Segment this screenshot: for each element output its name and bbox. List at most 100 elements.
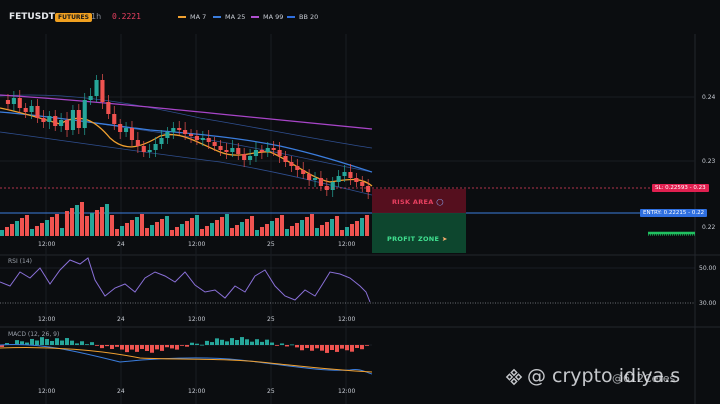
volume-bar (50, 217, 54, 236)
volume-bar (200, 229, 204, 236)
volume-bar (140, 214, 144, 236)
macd-bar (215, 338, 219, 345)
volume-bar (260, 227, 264, 236)
macd-bar (270, 342, 274, 345)
volume-bar (165, 216, 169, 236)
volume-bar (250, 216, 254, 236)
macd-bar (225, 341, 229, 345)
time-axis-label: 12:00 (338, 388, 356, 395)
time-axis-label: 24 (117, 241, 125, 248)
volume-bar (310, 214, 314, 236)
macd-bar (340, 345, 344, 349)
risk-area-box[interactable] (372, 189, 466, 213)
candle-body (35, 106, 40, 118)
candle-body (76, 110, 81, 128)
volume-bar (300, 220, 304, 236)
volume-bar (15, 221, 19, 236)
macd-bar (325, 345, 329, 353)
volume-bar (80, 202, 84, 236)
macd-bar (70, 340, 74, 345)
macd-bar (200, 344, 204, 346)
volume-bar (290, 226, 294, 236)
candle-body (194, 136, 199, 140)
volume-bar (220, 217, 224, 236)
candle-body (53, 116, 58, 126)
chart-header: FETUSDT FUTURES 1h 0.2221 MA 7 MA 25 MA … (0, 0, 720, 34)
macd-bar (240, 337, 244, 345)
volume-bar (90, 213, 94, 236)
macd-label[interactable]: MACD (12, 26, 9) (8, 331, 60, 338)
legend-ma7[interactable]: MA 7 (178, 13, 206, 21)
macd-bar (15, 340, 19, 345)
candle-body (307, 174, 312, 180)
macd-bar (185, 345, 189, 347)
volume-bar (295, 223, 299, 236)
binance-logo-icon (505, 368, 523, 385)
legend-bb20[interactable]: BB 20 (287, 13, 318, 21)
timeframe-label[interactable]: 1h (91, 12, 102, 21)
candle-body (41, 118, 46, 122)
volume-bar (130, 220, 134, 236)
time-axis-label: 12:00 (38, 241, 56, 248)
rsi-axis-label: 50.00 (699, 265, 717, 272)
macd-bar (120, 345, 124, 350)
candle-body (135, 140, 140, 146)
macd-bar (300, 345, 304, 351)
profit-zone-box[interactable] (372, 213, 466, 253)
bb-upper-line (0, 94, 373, 149)
candle-body (177, 128, 182, 130)
volume-bar (10, 224, 14, 236)
candle-body (289, 162, 294, 166)
macd-bar (150, 345, 154, 353)
candle-body (242, 154, 247, 160)
volume-bar (105, 204, 109, 236)
macd-bar (130, 345, 134, 350)
risk-area-label: RISK AREA ◯ (392, 198, 444, 206)
volume-bar (205, 226, 209, 236)
volume-bar (5, 227, 9, 236)
volume-bar (60, 228, 64, 236)
candle-body (366, 186, 371, 192)
candle-body (336, 176, 341, 182)
candle-body (106, 102, 111, 114)
volume-bar (145, 228, 149, 236)
symbol-name[interactable]: FETUSDT (9, 12, 55, 22)
macd-bar (110, 345, 114, 350)
candle-body (171, 128, 176, 132)
macd-bar (65, 338, 69, 345)
volume-bar (255, 230, 259, 236)
macd-bar (330, 345, 334, 350)
legend-ma25[interactable]: MA 25 (213, 13, 245, 21)
candle-body (206, 138, 211, 142)
volume-bar (195, 215, 199, 236)
candle-body (218, 146, 223, 150)
time-axis-label: 25 (267, 316, 275, 323)
candle-body (295, 166, 300, 170)
legend-ma7-label: MA 7 (190, 13, 207, 21)
rsi-label[interactable]: RSI (14) (8, 258, 32, 265)
candle-body (312, 178, 318, 180)
macd-bar (355, 345, 359, 349)
futures-badge: FUTURES (55, 13, 92, 22)
volume-bar (40, 223, 44, 236)
watermark: @ crypto idiya.s (505, 365, 680, 387)
ma99-swatch-icon (251, 16, 259, 18)
candle-body (277, 150, 282, 156)
macd-bar (275, 345, 279, 346)
candle-body (29, 106, 34, 112)
volume-bar (275, 218, 279, 236)
candle-body (348, 172, 353, 178)
volume-bar (320, 225, 324, 236)
candle-body (224, 150, 229, 152)
legend-ma99[interactable]: MA 99 (251, 13, 283, 21)
macd-bar (315, 345, 319, 349)
candle-body (64, 120, 70, 130)
macd-bar (160, 345, 164, 351)
macd-line (0, 344, 373, 375)
time-axis-label: 12:00 (188, 241, 206, 248)
candle-body (330, 182, 335, 190)
volume-bar (285, 229, 289, 236)
macd-bar (285, 345, 289, 347)
candle-body (354, 178, 359, 182)
